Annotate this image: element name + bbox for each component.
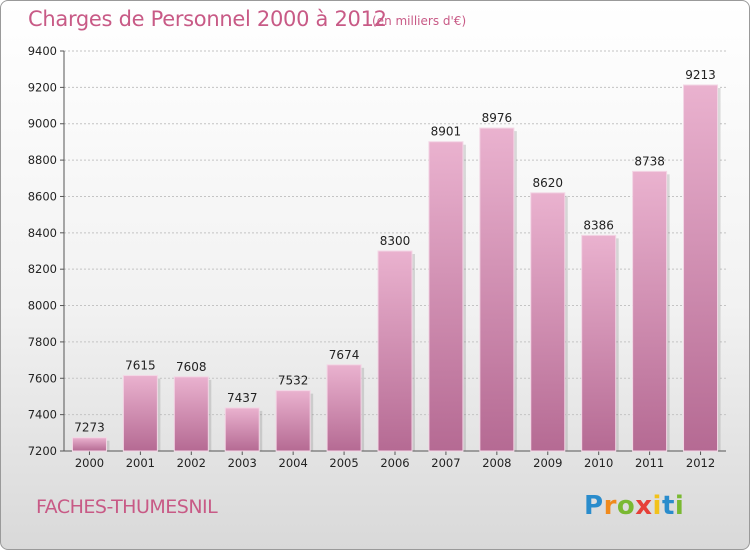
bar-2008 — [479, 127, 515, 452]
bar-2006 — [377, 250, 413, 452]
data-label: 7608 — [176, 360, 207, 374]
data-label: 8620 — [532, 176, 563, 190]
bar-2007 — [428, 141, 464, 452]
labels: 7200 7400 7600 7800 8000 8200 8400 8600 8800 9000… — [28, 44, 716, 470]
x-tick-label: 2012 — [686, 456, 715, 470]
data-label: 7674 — [329, 348, 360, 362]
x-tick-label: 2009 — [533, 456, 562, 470]
y-tick-label: 8600 — [28, 189, 57, 203]
proxiti-logo: Proxiti — [584, 491, 684, 521]
bar-2011 — [632, 170, 668, 452]
logo-letter: o — [616, 491, 636, 521]
data-label: 8738 — [634, 154, 665, 168]
y-tick-label: 9000 — [28, 117, 57, 131]
data-label: 7532 — [278, 374, 309, 388]
y-tick-label: 8800 — [28, 153, 57, 167]
chart-subtitle: (en milliers d'€) — [372, 14, 467, 28]
city-name: FACHES-THUMESNIL — [36, 496, 218, 518]
bars — [71, 84, 721, 452]
y-tick-label: 9200 — [28, 80, 57, 94]
bar-2005 — [326, 364, 362, 452]
logo-letter: r — [603, 491, 617, 521]
bar-2000 — [71, 437, 107, 452]
y-tick-label: 8000 — [28, 299, 57, 313]
data-label: 8300 — [380, 234, 411, 248]
x-tick-label: 2007 — [431, 456, 460, 470]
y-tick-label: 9400 — [28, 44, 57, 58]
chart-title: Charges de Personnel 2000 à 2012 — [28, 7, 387, 31]
data-label: 8386 — [583, 218, 614, 232]
x-tick-label: 2010 — [584, 456, 613, 470]
x-tick-label: 2002 — [177, 456, 206, 470]
y-tick-label: 8200 — [28, 262, 57, 276]
x-tick-label: 2005 — [329, 456, 358, 470]
bar-2003 — [224, 407, 260, 452]
y-tick-label: 7600 — [28, 371, 57, 385]
logo-letter: i — [674, 491, 685, 521]
bar-2010 — [581, 234, 617, 452]
x-tick-label: 2003 — [228, 456, 257, 470]
data-label: 9213 — [685, 68, 716, 82]
bar-2001 — [122, 375, 158, 452]
bar-2012 — [683, 84, 719, 452]
logo-letter: i — [652, 491, 662, 521]
data-label: 8901 — [431, 125, 462, 139]
y-tick-label: 7800 — [28, 335, 57, 349]
y-tick-label: 8400 — [28, 226, 57, 240]
logo-letter: x — [635, 491, 653, 521]
logo-letter: t — [661, 491, 675, 521]
logo-letter: P — [584, 491, 604, 521]
data-label: 7615 — [125, 359, 156, 373]
data-label: 7273 — [74, 421, 105, 435]
x-tick-label: 2004 — [279, 456, 308, 470]
x-tick-label: 2000 — [75, 456, 104, 470]
bar-2004 — [275, 390, 311, 452]
bar-2009 — [530, 192, 566, 452]
data-label: 7437 — [227, 391, 258, 405]
x-tick-label: 2008 — [482, 456, 511, 470]
x-tick-label: 2011 — [635, 456, 664, 470]
y-tick-label: 7400 — [28, 408, 57, 422]
x-tick-label: 2006 — [380, 456, 409, 470]
bar-2002 — [173, 376, 209, 452]
data-label: 8976 — [482, 111, 513, 125]
y-tick-label: 7200 — [28, 444, 57, 458]
x-tick-label: 2001 — [126, 456, 155, 470]
